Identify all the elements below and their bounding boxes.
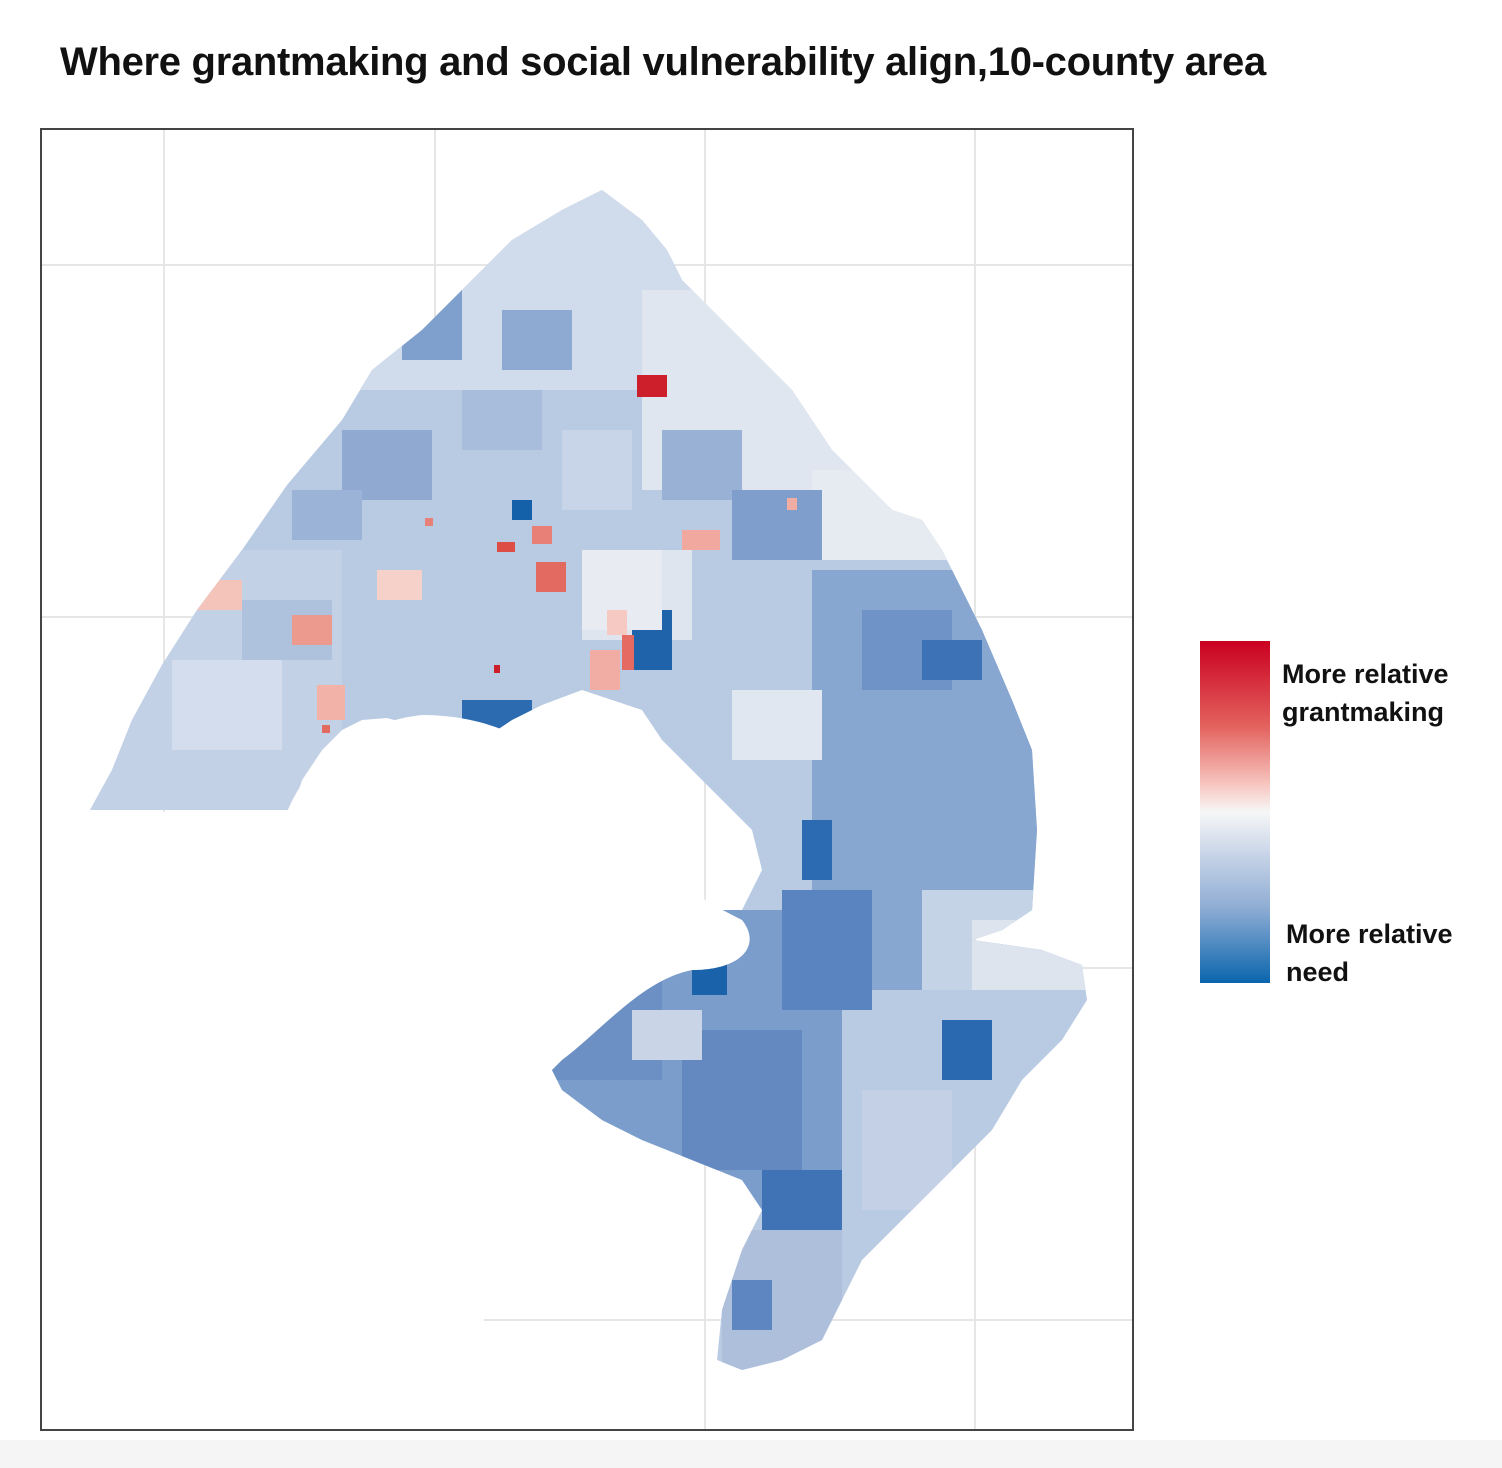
map-panel[interactable]	[40, 128, 1134, 1431]
water-bodies	[42, 715, 750, 1429]
color-legend: More relative grantmaking More relative …	[1200, 641, 1500, 987]
choropleth-map[interactable]	[42, 130, 1134, 1431]
map-title: Where grantmaking and social vulnerabili…	[60, 40, 1266, 84]
legend-colorbar	[1200, 641, 1270, 983]
legend-label-need: More relative need	[1286, 919, 1453, 987]
page-footer-strip	[0, 1440, 1502, 1468]
legend-label-grantmaking: More relative grantmaking	[1282, 659, 1449, 727]
